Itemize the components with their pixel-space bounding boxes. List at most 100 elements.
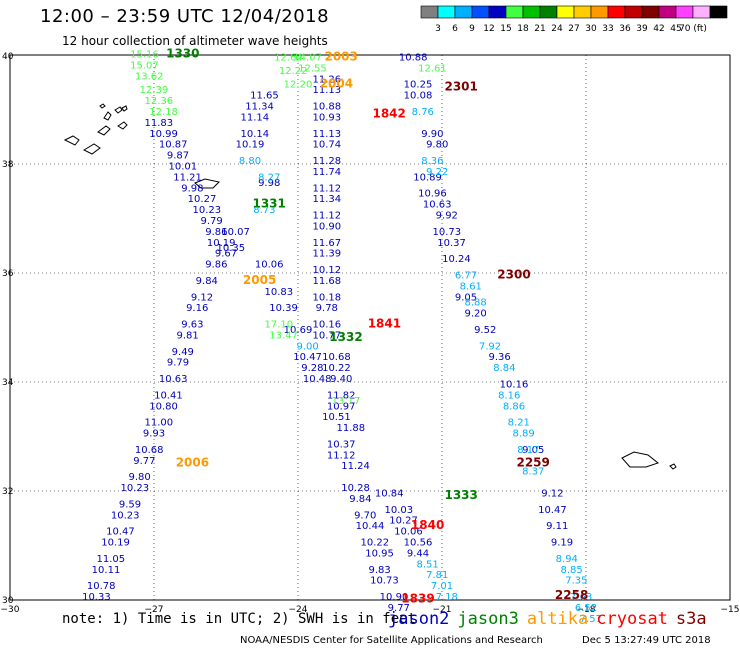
swh-point-label: 11.13: [312, 85, 341, 96]
x-tick-label: −24: [289, 605, 308, 615]
swh-point-label: 10.27: [188, 194, 217, 205]
swh-point-label: 10.06: [255, 260, 284, 271]
colorbar-label: 12: [483, 24, 494, 34]
swh-point-label: 9.63: [181, 320, 203, 331]
swh-point-label: 7.63: [570, 592, 592, 603]
swh-point-label: 10.63: [159, 374, 188, 385]
swh-point-label: 12.39: [140, 85, 169, 96]
y-tick-label: 30: [2, 596, 14, 606]
pass-time-label: 2301: [444, 79, 477, 93]
swh-point-label: 15.07: [130, 61, 159, 72]
x-tick-label: −30: [1, 605, 20, 615]
swh-point-label: 10.87: [159, 140, 188, 151]
swh-point-label: 15.16: [130, 50, 159, 61]
swh-point-label: 10.19: [101, 538, 130, 549]
colorbar-label: 21: [534, 24, 545, 34]
swh-point-label: 9.44: [407, 548, 429, 559]
swh-point-label: 10.07: [221, 227, 250, 238]
swh-point-label: 7.92: [479, 341, 501, 352]
swh-point-label: 10.90: [312, 221, 341, 232]
island-outline: [117, 121, 128, 130]
swh-point-label: 9.93: [143, 429, 165, 440]
swh-point-label: 7.18: [436, 592, 458, 603]
legend-item: cryosat: [596, 609, 668, 629]
swh-point-label: 10.11: [92, 565, 121, 576]
pass-time-label: 2005: [243, 273, 276, 287]
swh-point-label: 10.93: [312, 112, 341, 123]
swh-point-label: 9.87: [167, 151, 189, 162]
swh-point-label: 10.37: [327, 439, 356, 450]
swh-point-label: 9.86: [205, 260, 227, 271]
swh-point-label: 11.00: [144, 418, 173, 429]
colorbar-label: 33: [602, 24, 613, 34]
swh-point-label: 8.21: [508, 418, 530, 429]
swh-point-label: 9.77: [388, 603, 410, 614]
swh-point-label: 7.35: [565, 576, 587, 587]
swh-point-label: 9.36: [488, 352, 510, 363]
swh-point-label: 8.73: [253, 205, 275, 216]
swh-point-label: 10.88: [312, 102, 341, 113]
swh-point-label: 9.49: [172, 347, 194, 358]
x-tick-label: −27: [145, 605, 164, 615]
swh-point-label: 10.23: [111, 510, 140, 521]
swh-point-label: 10.41: [154, 390, 183, 401]
source-credit: NOAA/NESDIS Center for Satellite Applica…: [240, 635, 543, 646]
swh-point-label: 8.84: [493, 363, 515, 374]
swh-point-label: 11.05: [96, 554, 125, 565]
swh-point-label: 10.97: [327, 401, 356, 412]
swh-point-label: 10.12: [312, 265, 341, 276]
swh-point-label: 11.28: [312, 156, 341, 167]
swh-point-label: 9.78: [316, 303, 338, 314]
swh-point-label: 8.80: [239, 156, 261, 167]
swh-point-label: 10.47: [293, 352, 322, 363]
swh-point-label: 10.77: [312, 330, 341, 341]
y-tick-label: 34: [2, 378, 14, 388]
pass-time-label: 1842: [372, 107, 405, 121]
swh-point-label: 9.40: [330, 374, 352, 385]
legend-item: altika: [526, 609, 589, 629]
swh-point-label: 10.96: [418, 189, 447, 200]
swh-point-label: 10.73: [370, 576, 399, 587]
swh-point-label: 9.98: [181, 183, 203, 194]
swh-point-label: 10.03: [384, 505, 413, 516]
swh-point-label: 11.88: [336, 423, 365, 434]
page-subtitle: 12 hour collection of altimeter wave hei…: [62, 34, 328, 48]
swh-point-label: 9.84: [349, 494, 371, 505]
swh-point-label: 10.16: [312, 320, 341, 331]
colorbar-label: 9: [469, 24, 475, 34]
swh-point-label: 8.88: [464, 298, 486, 309]
swh-point-label: 9.20: [464, 309, 486, 320]
swh-point-label: 10.80: [149, 401, 178, 412]
swh-point-label: 10.95: [365, 548, 394, 559]
pass-time-label: 1330: [166, 47, 199, 61]
swh-point-label: 9.12: [541, 488, 563, 499]
swh-point-label: 11.21: [173, 172, 202, 183]
page-title: 12:00 – 23:59 UTC 12/04/2018: [40, 6, 330, 27]
swh-point-label: 8.61: [460, 281, 482, 292]
swh-point-label: 9.19: [551, 538, 573, 549]
swh-point-label: 10.08: [404, 91, 433, 102]
swh-point-label: 9.12: [191, 292, 213, 303]
island-outline: [121, 105, 128, 112]
pass-time-label: 2003: [324, 49, 357, 63]
swh-point-label: 9.00: [296, 341, 318, 352]
colorbar-swatch: [709, 5, 728, 19]
swh-point-label: 13.47: [269, 330, 298, 341]
swh-point-label: 10.88: [399, 52, 428, 63]
pass-time-label: 2300: [497, 267, 530, 281]
swh-point-label: 17.10: [264, 320, 293, 331]
swh-point-label: 8.36: [421, 156, 443, 167]
plot-frame: [9, 54, 731, 601]
swh-point-label: 8.37: [522, 467, 544, 478]
swh-point-label: 10.16: [500, 379, 529, 390]
swh-point-label: 9.67: [215, 249, 237, 260]
swh-point-label: 10.99: [149, 129, 178, 140]
pass-time-label: 1840: [411, 518, 444, 532]
y-tick-label: 32: [2, 487, 13, 497]
swh-point-label: 11.65: [250, 91, 279, 102]
swh-point-label: 6.77: [455, 270, 477, 281]
swh-point-label: 8.86: [503, 401, 525, 412]
swh-point-label: 11.34: [245, 102, 274, 113]
pass-time-label: 2259: [516, 455, 549, 469]
swh-point-label: 9.77: [133, 456, 155, 467]
